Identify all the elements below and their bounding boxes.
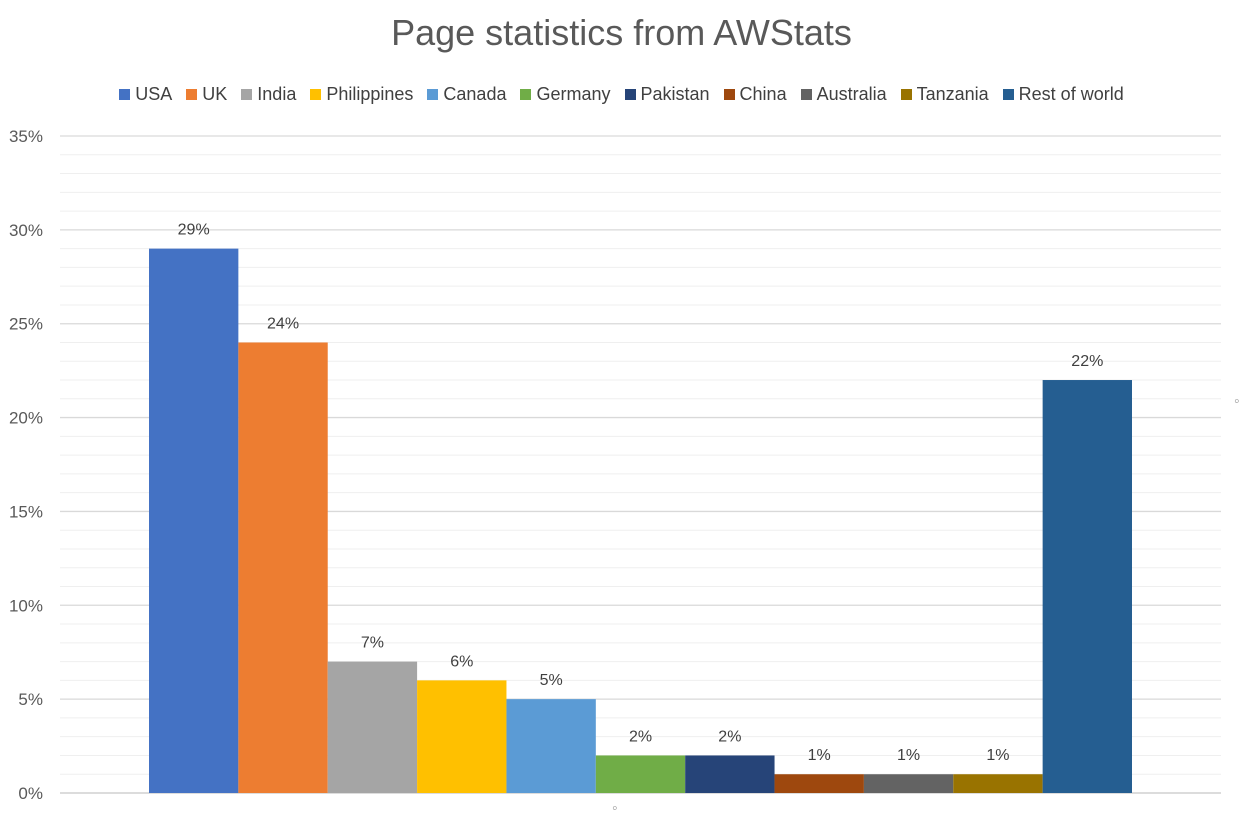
resize-handle-right-icon[interactable]: ◦ [1234, 393, 1240, 410]
legend-swatch [310, 88, 322, 100]
legend-item-uk: UK [186, 84, 227, 105]
bar-usa [149, 248, 239, 794]
legend-item-australia: Australia [800, 83, 887, 105]
legend-item-pakistan: Pakistan [624, 83, 710, 105]
legend-swatch [1002, 88, 1014, 100]
data-label: 1% [897, 747, 920, 764]
bar-germany [595, 755, 686, 793]
data-label: 24% [267, 315, 299, 332]
legend-label: Australia [816, 83, 887, 104]
legend-swatch [119, 88, 131, 100]
legend: USA UK India Philippines Canada Germany Pakist… [0, 82, 1243, 106]
y-tick-label: 0% [18, 784, 43, 803]
legend-swatch [520, 88, 532, 100]
legend-item-china: China [723, 83, 787, 105]
bar-china [774, 774, 864, 793]
legend-label: USA [135, 83, 173, 104]
resize-handle-bottom-icon[interactable]: ◦ [612, 800, 618, 817]
bar-canada [506, 699, 596, 793]
data-label: 22% [1071, 353, 1103, 370]
data-label: 2% [718, 728, 741, 745]
legend-label: China [739, 83, 787, 104]
legend-swatch [800, 88, 812, 100]
bar-uk [238, 342, 328, 793]
legend-item-india: India [241, 84, 296, 105]
y-tick-label: 25% [9, 315, 43, 334]
bar-tanzania [953, 774, 1043, 793]
legend-item-canada: Canada [427, 84, 506, 105]
bar-philippines [417, 680, 507, 793]
bar-india [327, 661, 418, 793]
y-tick-label: 15% [9, 502, 43, 521]
legend-swatch [624, 88, 636, 100]
legend-label: India [257, 83, 297, 104]
bar-rest-of-world [1042, 380, 1132, 793]
y-tick-label: 30% [9, 221, 43, 240]
data-label: 2% [629, 728, 652, 745]
legend-label: Pakistan [640, 83, 710, 104]
data-label: 29% [178, 222, 210, 239]
y-tick-label: 20% [9, 409, 43, 428]
legend-label: UK [202, 83, 228, 104]
legend-swatch [241, 88, 253, 100]
legend-label: Rest of world [1018, 83, 1124, 104]
legend-item-germany: Germany [520, 83, 611, 105]
legend-swatch [427, 88, 439, 100]
data-label: 6% [450, 653, 473, 670]
legend-label: Tanzania [916, 83, 989, 104]
legend-swatch [900, 88, 912, 100]
data-label: 1% [808, 747, 831, 764]
data-label: 5% [540, 672, 563, 689]
legend-item-tanzania: Tanzania [900, 83, 989, 105]
y-tick-label: 5% [18, 690, 43, 709]
bar-pakistan [685, 755, 775, 793]
y-tick-label: 35% [9, 127, 43, 146]
legend-swatch [186, 88, 198, 100]
legend-swatch [723, 88, 735, 100]
bar-australia [863, 774, 954, 793]
legend-item-philippines: Philippines [310, 84, 413, 105]
data-label: 1% [986, 747, 1009, 764]
legend-item-usa: USA [119, 84, 172, 105]
legend-label: Philippines [326, 83, 414, 104]
y-tick-label: 10% [9, 596, 43, 615]
legend-label: Germany [536, 83, 611, 104]
chart-title: Page statistics from AWStats [391, 12, 852, 53]
legend-item-rest-of-world: Rest of world [1002, 83, 1124, 105]
data-label: 7% [361, 635, 384, 652]
legend-label: Canada [443, 83, 507, 104]
